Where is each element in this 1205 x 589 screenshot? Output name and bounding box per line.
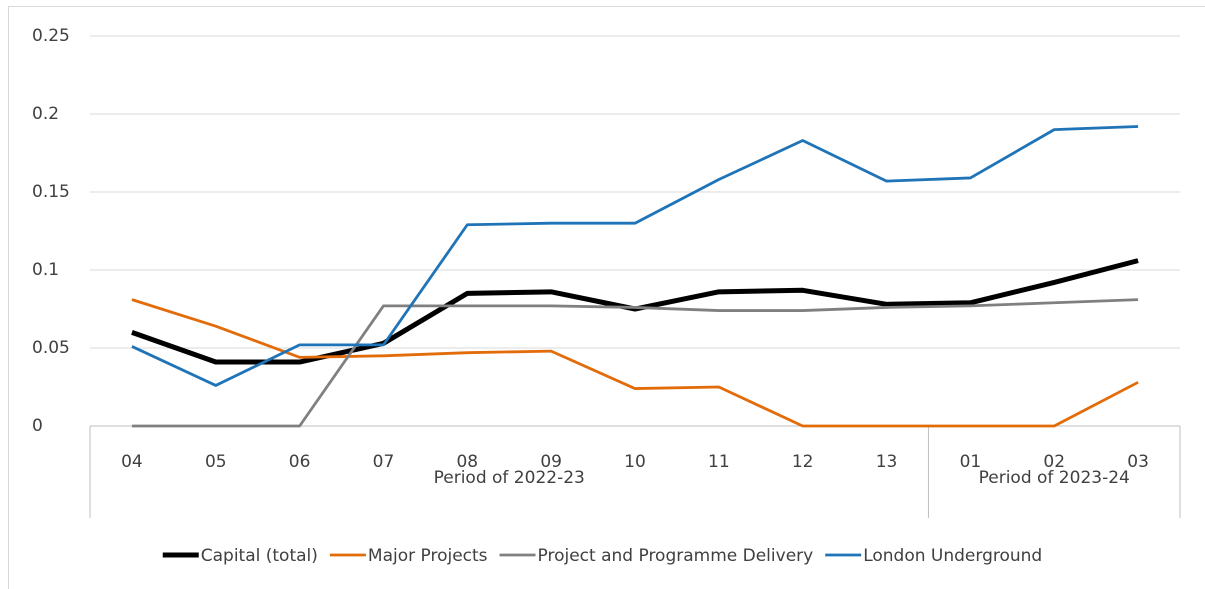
series-line <box>131 258 1139 365</box>
chart-frame <box>8 6 1205 589</box>
y-tick-label: 0 <box>32 416 43 436</box>
series-line <box>131 298 1139 428</box>
group-label: Period of 2022-23 <box>434 468 585 488</box>
x-tick-label: 09 <box>540 452 562 472</box>
y-tick-label: 0.05 <box>32 338 70 358</box>
y-tick-label: 0.15 <box>32 182 70 202</box>
x-tick-label: 03 <box>1127 452 1149 472</box>
x-tick-label: 13 <box>876 452 898 472</box>
x-tick-label: 05 <box>205 452 227 472</box>
x-tick-label: 11 <box>708 452 730 472</box>
x-tick-label: 04 <box>121 452 143 472</box>
series-line <box>131 125 1139 387</box>
legend-label: Major Projects <box>368 546 488 566</box>
x-tick-label: 06 <box>289 452 311 472</box>
y-tick-label: 0.2 <box>32 104 59 124</box>
series-line <box>131 298 1139 428</box>
legend-label: Project and Programme Delivery <box>538 546 814 566</box>
y-tick-label: 0.1 <box>32 260 59 280</box>
x-tick-label: 10 <box>624 452 646 472</box>
x-tick-label: 12 <box>792 452 814 472</box>
y-tick-label: 0.25 <box>32 26 70 46</box>
legend-label: Capital (total) <box>201 546 318 566</box>
group-label: Period of 2023-24 <box>979 468 1130 488</box>
x-tick-label: 02 <box>1043 452 1065 472</box>
x-tick-label: 07 <box>373 452 395 472</box>
x-tick-label: 01 <box>960 452 982 472</box>
legend-label: London Underground <box>863 546 1042 566</box>
x-tick-label: 08 <box>456 452 478 472</box>
